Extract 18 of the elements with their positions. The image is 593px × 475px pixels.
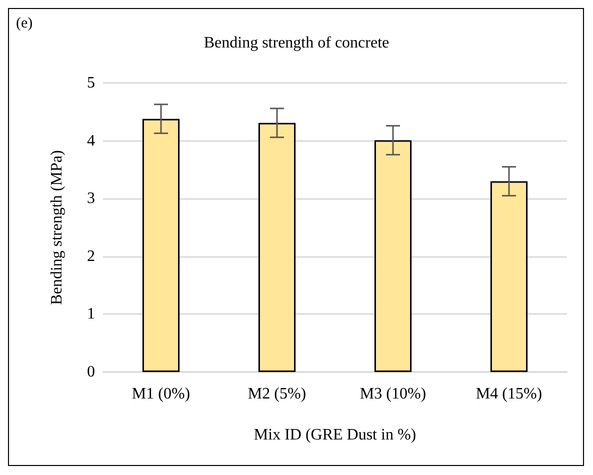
y-tick-label: 0: [87, 364, 95, 380]
y-tick-label: 4: [87, 132, 95, 150]
y-tick-label: 3: [87, 190, 95, 208]
y-tick-label: 2: [87, 248, 95, 265]
chart-title: Bending strength of concrete: [204, 34, 390, 52]
y-axis-title: Bending strength (MPa): [48, 150, 66, 305]
bar: [142, 118, 180, 372]
x-tick-label: M3 (10%): [360, 386, 426, 402]
bar: [258, 122, 296, 372]
text: (e): [16, 16, 33, 32]
bar: [490, 181, 528, 372]
y-tick-label: 1: [87, 306, 95, 323]
bar: [374, 140, 412, 372]
x-axis-title: Mix ID (GRE Dust in %): [254, 426, 416, 444]
x-tick-label: M2 (5%): [248, 386, 306, 402]
x-tick-label: M1 (0%): [132, 386, 190, 402]
y-tick-label: 5: [87, 74, 95, 92]
x-tick-label: M4 (15%): [476, 386, 542, 402]
